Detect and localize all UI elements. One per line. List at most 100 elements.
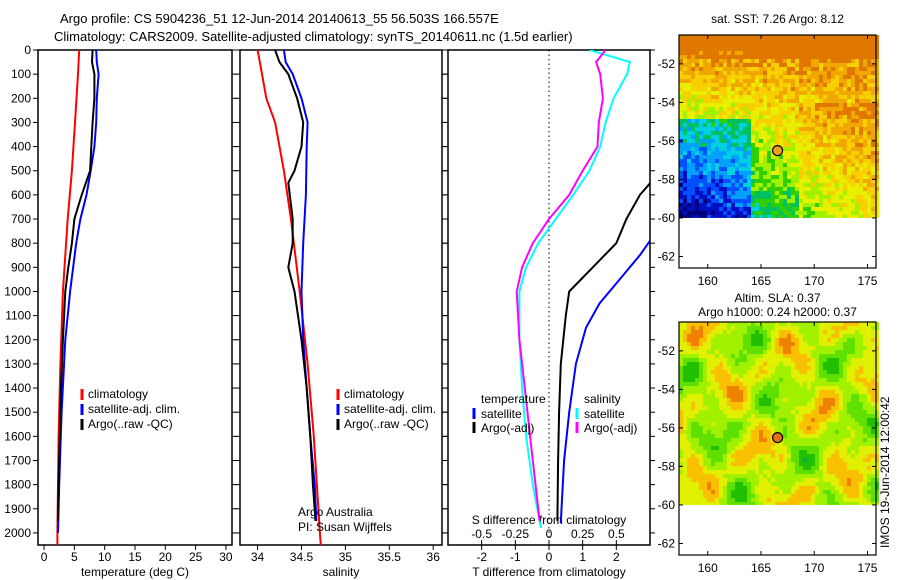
map-cell bbox=[795, 139, 799, 143]
map-cell bbox=[823, 51, 827, 55]
map-cell bbox=[775, 498, 779, 502]
map-cell bbox=[687, 71, 691, 75]
map-cell bbox=[771, 83, 775, 87]
map-cell bbox=[807, 462, 811, 466]
map-cell bbox=[871, 346, 875, 350]
map-cell bbox=[739, 402, 743, 406]
map-cell bbox=[843, 175, 847, 179]
map-cell bbox=[683, 342, 687, 346]
map-cell bbox=[783, 422, 787, 426]
map-cell bbox=[691, 358, 695, 362]
map-cell bbox=[691, 115, 695, 119]
map-cell bbox=[791, 334, 795, 338]
map-cell bbox=[835, 35, 839, 39]
map-cell bbox=[803, 390, 807, 394]
map-cell bbox=[691, 71, 695, 75]
map-cell bbox=[871, 99, 875, 103]
map-cell bbox=[755, 450, 759, 454]
map-cell bbox=[727, 354, 731, 358]
map-cell bbox=[835, 326, 839, 330]
map-cell bbox=[707, 358, 711, 362]
map-cell bbox=[811, 422, 815, 426]
map-cell bbox=[819, 59, 823, 63]
map-cell bbox=[827, 191, 831, 195]
map-cell bbox=[751, 199, 755, 203]
map-cell bbox=[771, 55, 775, 59]
map-cell bbox=[743, 394, 747, 398]
map-cell bbox=[783, 215, 787, 218]
map-cell bbox=[715, 334, 719, 338]
map-cell bbox=[791, 147, 795, 151]
map-cell bbox=[843, 394, 847, 398]
map-cell bbox=[707, 414, 711, 418]
map-cell bbox=[799, 155, 803, 159]
map-cell bbox=[795, 450, 799, 454]
map-cell bbox=[715, 75, 719, 79]
map-cell bbox=[691, 342, 695, 346]
series-line-climatology bbox=[56, 50, 81, 545]
map-cell bbox=[835, 71, 839, 75]
map-cell bbox=[703, 215, 707, 218]
map-cell bbox=[779, 322, 783, 326]
map-cell bbox=[855, 195, 859, 199]
map-cell bbox=[767, 79, 771, 83]
map-cell bbox=[827, 171, 831, 175]
map-cell bbox=[715, 119, 719, 123]
map-cell bbox=[699, 466, 703, 470]
map-cell bbox=[687, 91, 691, 95]
map-cell bbox=[735, 438, 739, 442]
map-cell bbox=[783, 39, 787, 43]
map-cell bbox=[787, 91, 791, 95]
map-cell bbox=[779, 47, 783, 51]
map-cell bbox=[707, 87, 711, 91]
map-cell bbox=[835, 179, 839, 183]
map-cell bbox=[719, 163, 723, 167]
map-cell bbox=[811, 143, 815, 147]
map-cell bbox=[795, 151, 799, 155]
map-cell bbox=[875, 47, 879, 51]
map-cell bbox=[747, 394, 751, 398]
map-cell bbox=[839, 143, 843, 147]
map-cell bbox=[875, 207, 879, 211]
map-cell bbox=[807, 342, 811, 346]
map-cell bbox=[867, 430, 871, 434]
map-cell bbox=[803, 362, 807, 366]
map-cell bbox=[679, 87, 683, 91]
map-cell bbox=[707, 442, 711, 446]
map-cell bbox=[875, 438, 879, 442]
legend-label: satellite bbox=[481, 407, 522, 421]
map-cell bbox=[859, 474, 863, 478]
map-cell bbox=[863, 115, 867, 119]
map-cell bbox=[791, 422, 795, 426]
map-cell bbox=[711, 99, 715, 103]
map-cell bbox=[851, 334, 855, 338]
map-cell bbox=[803, 330, 807, 334]
map-cell bbox=[747, 91, 751, 95]
map-cell bbox=[811, 326, 815, 330]
map-cell bbox=[835, 442, 839, 446]
map-cell bbox=[819, 438, 823, 442]
map-cell bbox=[723, 187, 727, 191]
map-cell bbox=[839, 71, 843, 75]
map-cell bbox=[739, 155, 743, 159]
map-cell bbox=[807, 43, 811, 47]
map-cell bbox=[751, 450, 755, 454]
map-cell bbox=[739, 494, 743, 498]
map-cell bbox=[707, 322, 711, 326]
map-cell bbox=[759, 398, 763, 402]
map-cell bbox=[779, 342, 783, 346]
map-cell bbox=[751, 87, 755, 91]
map-cell bbox=[759, 450, 763, 454]
map-cell bbox=[707, 55, 711, 59]
map-cell bbox=[699, 430, 703, 434]
map-cell bbox=[735, 474, 739, 478]
map-cell bbox=[735, 374, 739, 378]
map-cell bbox=[775, 143, 779, 147]
map-cell bbox=[767, 147, 771, 151]
map-cell bbox=[851, 147, 855, 151]
map-cell bbox=[723, 159, 727, 163]
map-cell bbox=[867, 482, 871, 486]
map-cell bbox=[719, 147, 723, 151]
map-cell bbox=[775, 374, 779, 378]
map-cell bbox=[851, 203, 855, 207]
